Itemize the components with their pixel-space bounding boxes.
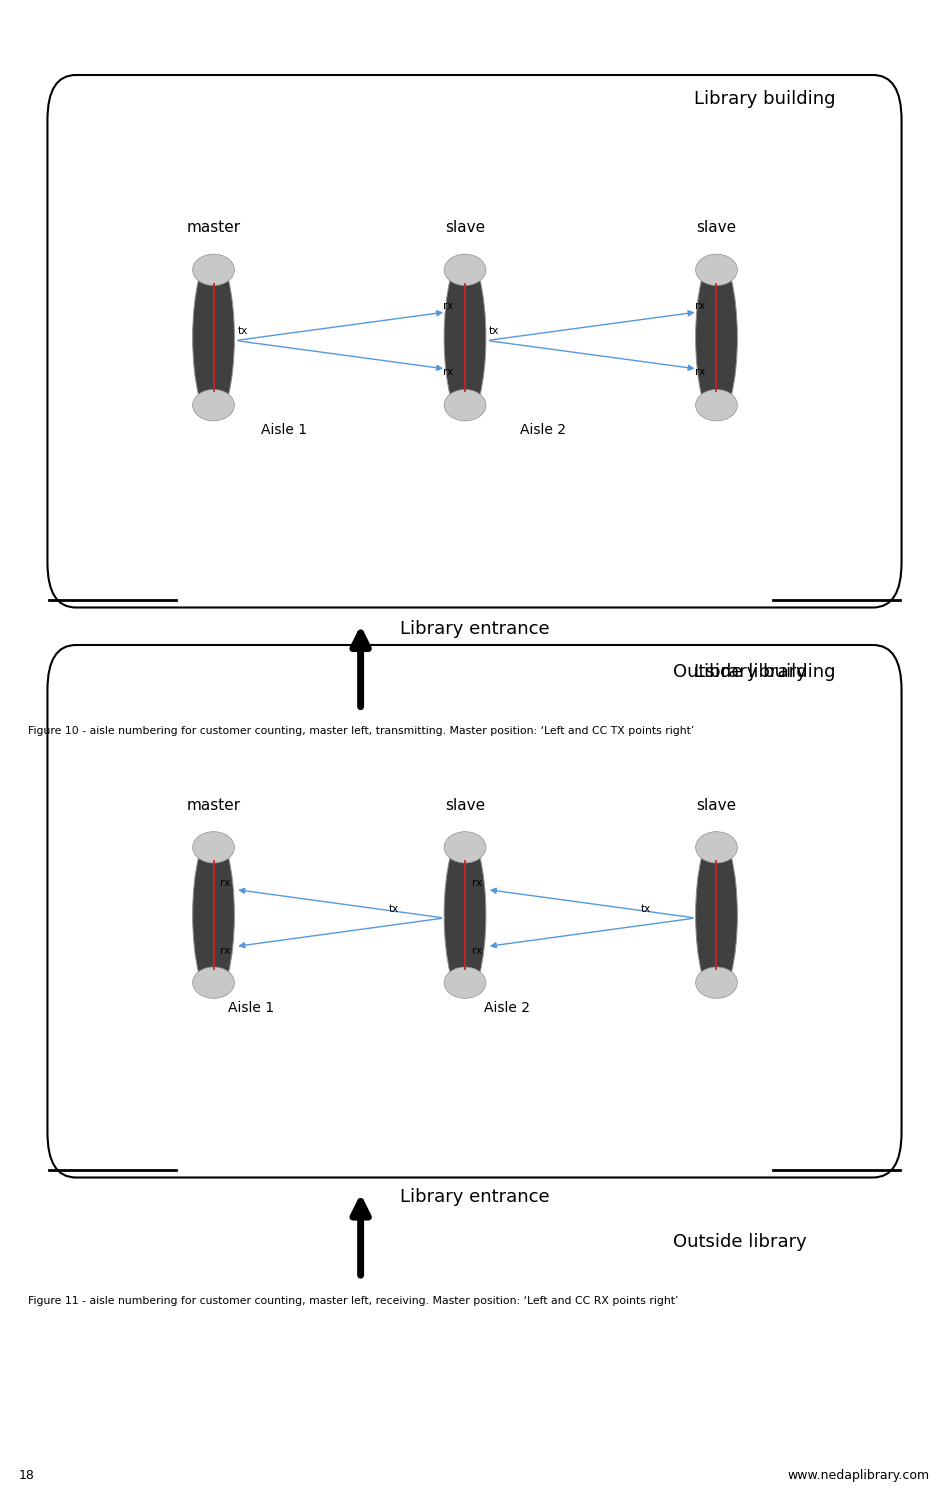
Text: Outside library: Outside library: [673, 663, 807, 681]
Ellipse shape: [193, 831, 234, 862]
Text: slave: slave: [445, 798, 485, 813]
Ellipse shape: [696, 831, 737, 862]
Ellipse shape: [193, 254, 234, 285]
Text: Library entrance: Library entrance: [400, 1188, 549, 1206]
Ellipse shape: [696, 254, 737, 285]
Ellipse shape: [696, 255, 737, 420]
Text: Aisle 1: Aisle 1: [228, 1000, 274, 1014]
Text: www.nedaplibrary.com: www.nedaplibrary.com: [788, 1468, 930, 1482]
Ellipse shape: [193, 255, 234, 420]
Text: tx: tx: [389, 903, 399, 914]
Ellipse shape: [696, 390, 737, 422]
Text: slave: slave: [697, 798, 736, 813]
Text: slave: slave: [697, 220, 736, 236]
Text: Library building: Library building: [694, 90, 835, 108]
Text: Aisle 1: Aisle 1: [261, 423, 307, 436]
FancyBboxPatch shape: [47, 75, 902, 608]
Ellipse shape: [193, 833, 234, 998]
Text: rx: rx: [695, 302, 705, 310]
Ellipse shape: [193, 390, 234, 422]
FancyBboxPatch shape: [47, 645, 902, 1178]
Text: Library entrance: Library entrance: [400, 620, 549, 638]
Ellipse shape: [444, 255, 486, 420]
Text: tx: tx: [641, 903, 650, 914]
Text: slave: slave: [445, 220, 485, 236]
Text: rx: rx: [472, 879, 482, 888]
Text: tx: tx: [238, 326, 248, 336]
Text: Figure 11 - aisle numbering for customer counting, master left, receiving. Maste: Figure 11 - aisle numbering for customer…: [28, 1296, 679, 1306]
Ellipse shape: [444, 833, 486, 998]
Text: Outside library: Outside library: [673, 1233, 807, 1251]
Text: master: master: [186, 220, 241, 236]
Ellipse shape: [444, 390, 486, 422]
Ellipse shape: [444, 254, 486, 285]
Ellipse shape: [444, 968, 486, 999]
Ellipse shape: [696, 968, 737, 999]
Text: rx: rx: [443, 368, 454, 376]
Ellipse shape: [696, 833, 737, 998]
Text: tx: tx: [489, 326, 498, 336]
Ellipse shape: [193, 968, 234, 999]
Text: Library building: Library building: [694, 663, 835, 681]
Text: rx: rx: [220, 879, 231, 888]
Ellipse shape: [444, 831, 486, 862]
Text: Aisle 2: Aisle 2: [520, 423, 566, 436]
Text: Figure 10 - aisle numbering for customer counting, master left, transmitting. Ma: Figure 10 - aisle numbering for customer…: [28, 726, 695, 736]
Text: rx: rx: [443, 302, 454, 310]
Text: rx: rx: [472, 946, 482, 956]
Text: rx: rx: [220, 946, 231, 956]
Text: rx: rx: [695, 368, 705, 376]
Text: Aisle 2: Aisle 2: [484, 1000, 530, 1014]
Text: master: master: [186, 798, 241, 813]
Text: 18: 18: [19, 1468, 35, 1482]
